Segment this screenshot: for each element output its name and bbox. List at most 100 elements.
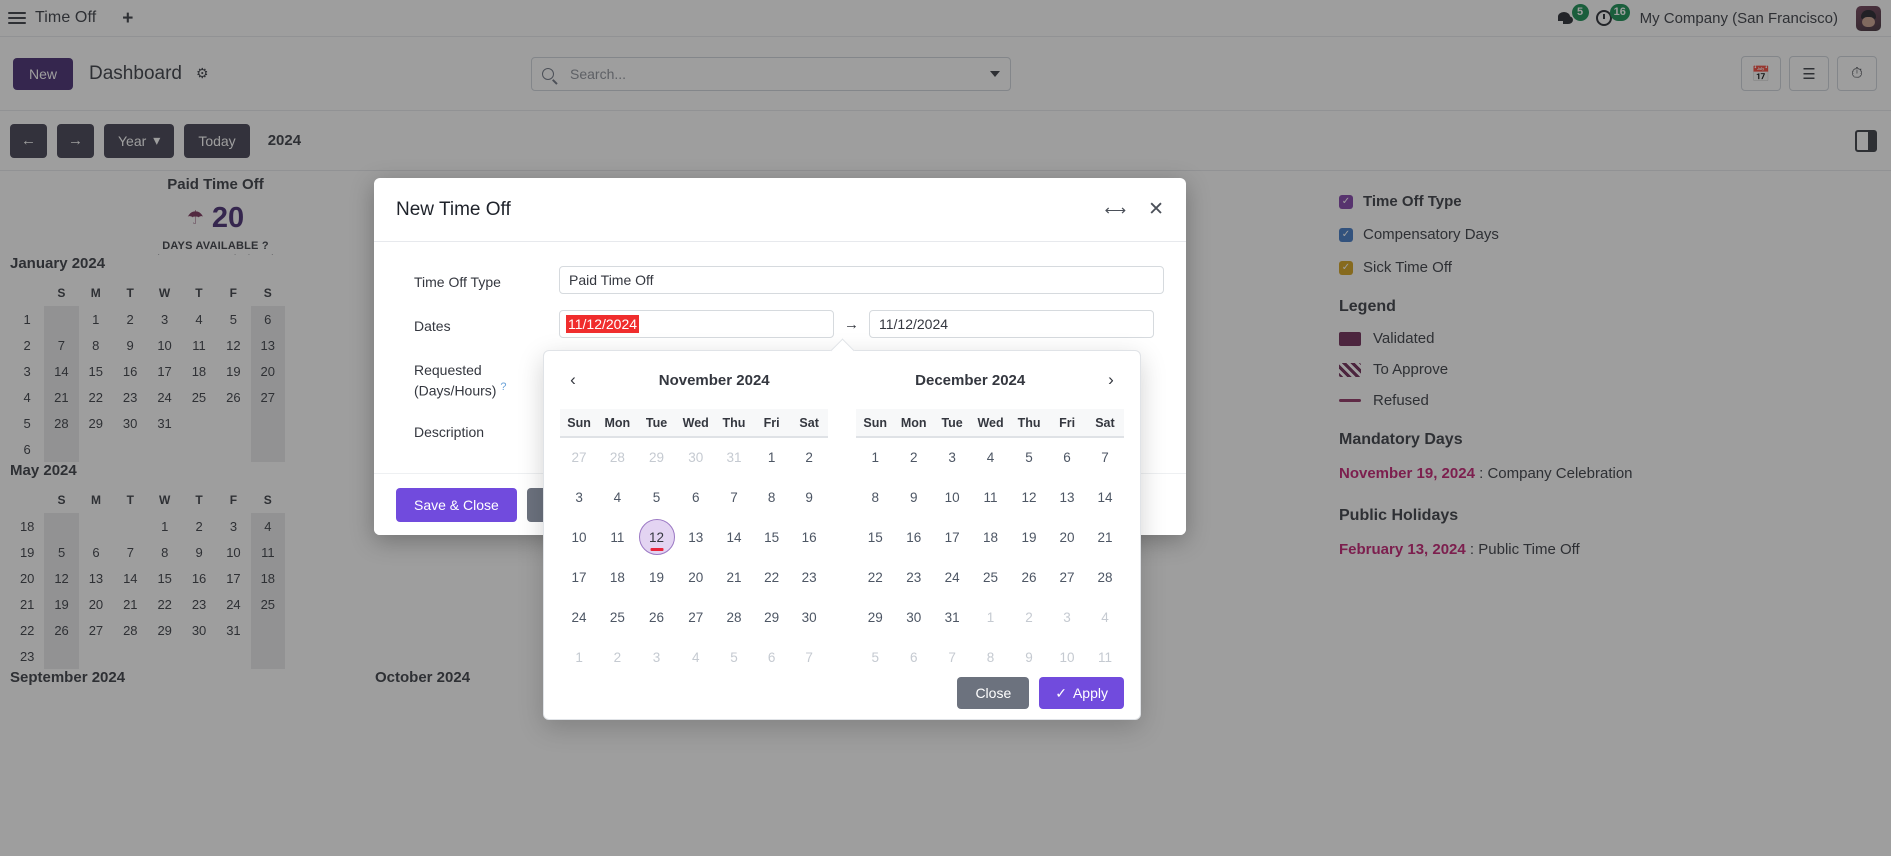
expand-icon[interactable]: ⟷ bbox=[1104, 201, 1127, 219]
year-day-cell[interactable]: 27 bbox=[88, 622, 104, 638]
year-day-cell[interactable]: 31 bbox=[226, 622, 241, 638]
scale-dropdown[interactable]: Year ▾ bbox=[104, 123, 175, 158]
today-button[interactable]: Today bbox=[184, 123, 250, 158]
year-day-cell[interactable]: 26 bbox=[44, 617, 79, 643]
year-day-cell[interactable]: 16 bbox=[122, 363, 138, 379]
datepicker-day-cell[interactable]: 6 bbox=[909, 649, 918, 665]
datepicker-day-cell[interactable]: 1 bbox=[767, 450, 776, 465]
year-day-cell[interactable]: 13 bbox=[250, 332, 285, 358]
datepicker-day-cell[interactable]: 5 bbox=[652, 489, 661, 505]
year-day-cell[interactable]: 9 bbox=[195, 544, 203, 560]
datepicker-day-cell[interactable]: 16 bbox=[906, 529, 922, 545]
year-day-cell[interactable]: 18 bbox=[250, 565, 285, 591]
year-day-cell[interactable]: 19 bbox=[44, 591, 79, 617]
year-day-cell[interactable]: 28 bbox=[123, 622, 138, 638]
selected-day[interactable]: 12 bbox=[637, 517, 677, 557]
datepicker-day-cell[interactable]: 19 bbox=[649, 569, 665, 585]
year-day-cell[interactable]: 4 bbox=[250, 513, 285, 539]
datepicker-day-cell[interactable]: 4 bbox=[691, 649, 700, 665]
datepicker-day-cell[interactable]: 9 bbox=[909, 489, 918, 505]
year-day-cell[interactable]: 13 bbox=[88, 570, 104, 586]
year-day-cell[interactable]: 8 bbox=[92, 337, 100, 353]
close-icon[interactable]: ✕ bbox=[1148, 199, 1164, 220]
datepicker-day-cell[interactable]: 22 bbox=[867, 569, 883, 585]
chevron-down-icon[interactable] bbox=[990, 71, 1000, 77]
year-day-cell[interactable]: 17 bbox=[226, 570, 241, 586]
menu-icon[interactable] bbox=[8, 12, 26, 24]
year-day-cell[interactable]: 2 bbox=[126, 311, 134, 327]
save-and-close-button[interactable]: Save & Close bbox=[396, 487, 517, 522]
company-menu[interactable]: My Company (San Francisco) bbox=[1639, 9, 1838, 27]
datepicker-day-cell[interactable]: 21 bbox=[726, 569, 742, 585]
datepicker-day-cell[interactable]: 7 bbox=[805, 649, 813, 665]
year-day-cell[interactable]: 25 bbox=[191, 389, 207, 405]
messages-button[interactable]: 5 bbox=[1557, 4, 1589, 30]
datepicker-day-cell[interactable]: 6 bbox=[691, 489, 700, 505]
checkbox-icon[interactable]: ✓ bbox=[1339, 260, 1353, 275]
year-day-cell[interactable]: 2 bbox=[195, 518, 203, 534]
toggle-side-panel-button[interactable] bbox=[1855, 129, 1877, 152]
datepicker-day-cell[interactable]: 26 bbox=[649, 609, 665, 625]
chevron-left-icon[interactable]: ‹ bbox=[570, 370, 576, 389]
datepicker-day-cell[interactable]: 15 bbox=[764, 529, 780, 545]
year-day-cell[interactable]: 29 bbox=[157, 622, 172, 638]
datepicker-day-cell[interactable]: 20 bbox=[1059, 529, 1075, 545]
datepicker-day-cell[interactable]: 18 bbox=[983, 529, 999, 545]
datepicker-day-cell[interactable]: 9 bbox=[1025, 649, 1033, 665]
datepicker-day-cell[interactable]: 30 bbox=[801, 609, 817, 625]
datepicker-day-cell[interactable]: 27 bbox=[571, 450, 587, 465]
datepicker-close-button[interactable]: Close bbox=[957, 677, 1030, 709]
datepicker-day-cell[interactable]: 18 bbox=[609, 569, 625, 585]
datepicker-day-cell[interactable]: 20 bbox=[688, 569, 704, 585]
year-day-cell[interactable] bbox=[44, 643, 79, 669]
datepicker-day-cell[interactable]: 25 bbox=[983, 569, 999, 585]
datepicker-day-cell[interactable]: 5 bbox=[871, 649, 879, 665]
year-day-cell[interactable] bbox=[250, 436, 285, 462]
year-day-cell[interactable]: 22 bbox=[88, 389, 103, 405]
year-day-cell[interactable]: 26 bbox=[226, 389, 241, 405]
datepicker-day-cell[interactable]: 28 bbox=[1097, 569, 1113, 585]
datepicker-day-cell[interactable]: 3 bbox=[948, 450, 956, 465]
year-day-cell[interactable]: 29 bbox=[88, 415, 103, 431]
datepicker-day-cell[interactable]: 13 bbox=[1059, 489, 1075, 505]
datepicker-day-cell[interactable]: 3 bbox=[575, 489, 583, 505]
datepicker-day-cell[interactable]: 17 bbox=[944, 529, 960, 545]
datepicker-day-cell[interactable]: 8 bbox=[986, 649, 995, 665]
year-day-cell[interactable] bbox=[250, 617, 285, 643]
datepicker-day-cell[interactable]: 24 bbox=[944, 569, 960, 585]
datepicker-day-cell[interactable]: 30 bbox=[906, 609, 922, 625]
year-day-cell[interactable]: 17 bbox=[157, 363, 172, 379]
year-day-cell[interactable]: 20 bbox=[88, 596, 104, 612]
datepicker-day-cell[interactable]: 9 bbox=[805, 489, 813, 505]
year-day-cell[interactable]: 12 bbox=[44, 565, 79, 591]
datepicker-day-cell[interactable]: 5 bbox=[1025, 450, 1033, 465]
datepicker-day-cell[interactable]: 11 bbox=[983, 489, 998, 505]
year-day-cell[interactable]: 21 bbox=[44, 384, 79, 410]
year-day-cell[interactable]: 10 bbox=[157, 337, 172, 353]
datepicker-day-cell[interactable]: 1 bbox=[871, 450, 879, 465]
date-to-input[interactable]: 11/12/2024 bbox=[869, 310, 1154, 338]
activities-button[interactable]: 16 bbox=[1595, 4, 1630, 30]
date-from-input[interactable]: 11/12/2024 bbox=[559, 310, 834, 338]
datepicker-day-cell[interactable]: 29 bbox=[764, 609, 780, 625]
year-day-cell[interactable]: 5 bbox=[229, 311, 237, 327]
year-day-cell[interactable]: 10 bbox=[226, 544, 241, 560]
datepicker-day-cell[interactable]: 25 bbox=[609, 609, 625, 625]
year-day-cell[interactable]: 22 bbox=[157, 596, 172, 612]
datepicker-day-cell[interactable]: 26 bbox=[1021, 569, 1037, 585]
gear-icon[interactable]: ⚙ bbox=[195, 65, 209, 81]
year-day-cell[interactable]: 20 bbox=[250, 358, 285, 384]
year-day-cell[interactable]: 1 bbox=[161, 518, 169, 534]
next-period-button[interactable]: → bbox=[57, 123, 94, 158]
datepicker-day-cell[interactable]: 23 bbox=[906, 569, 922, 585]
year-day-cell[interactable]: 25 bbox=[250, 591, 285, 617]
datepicker-day-cell[interactable]: 10 bbox=[1059, 649, 1075, 665]
year-day-cell[interactable]: 11 bbox=[250, 539, 285, 565]
add-tab-button[interactable]: + bbox=[122, 7, 134, 29]
datepicker-day-cell[interactable]: 4 bbox=[613, 489, 622, 505]
year-day-cell[interactable] bbox=[250, 410, 285, 436]
year-day-cell[interactable] bbox=[44, 306, 79, 332]
year-day-cell[interactable] bbox=[250, 643, 285, 669]
new-button[interactable]: New bbox=[13, 57, 74, 90]
year-day-cell[interactable]: 7 bbox=[44, 332, 79, 358]
